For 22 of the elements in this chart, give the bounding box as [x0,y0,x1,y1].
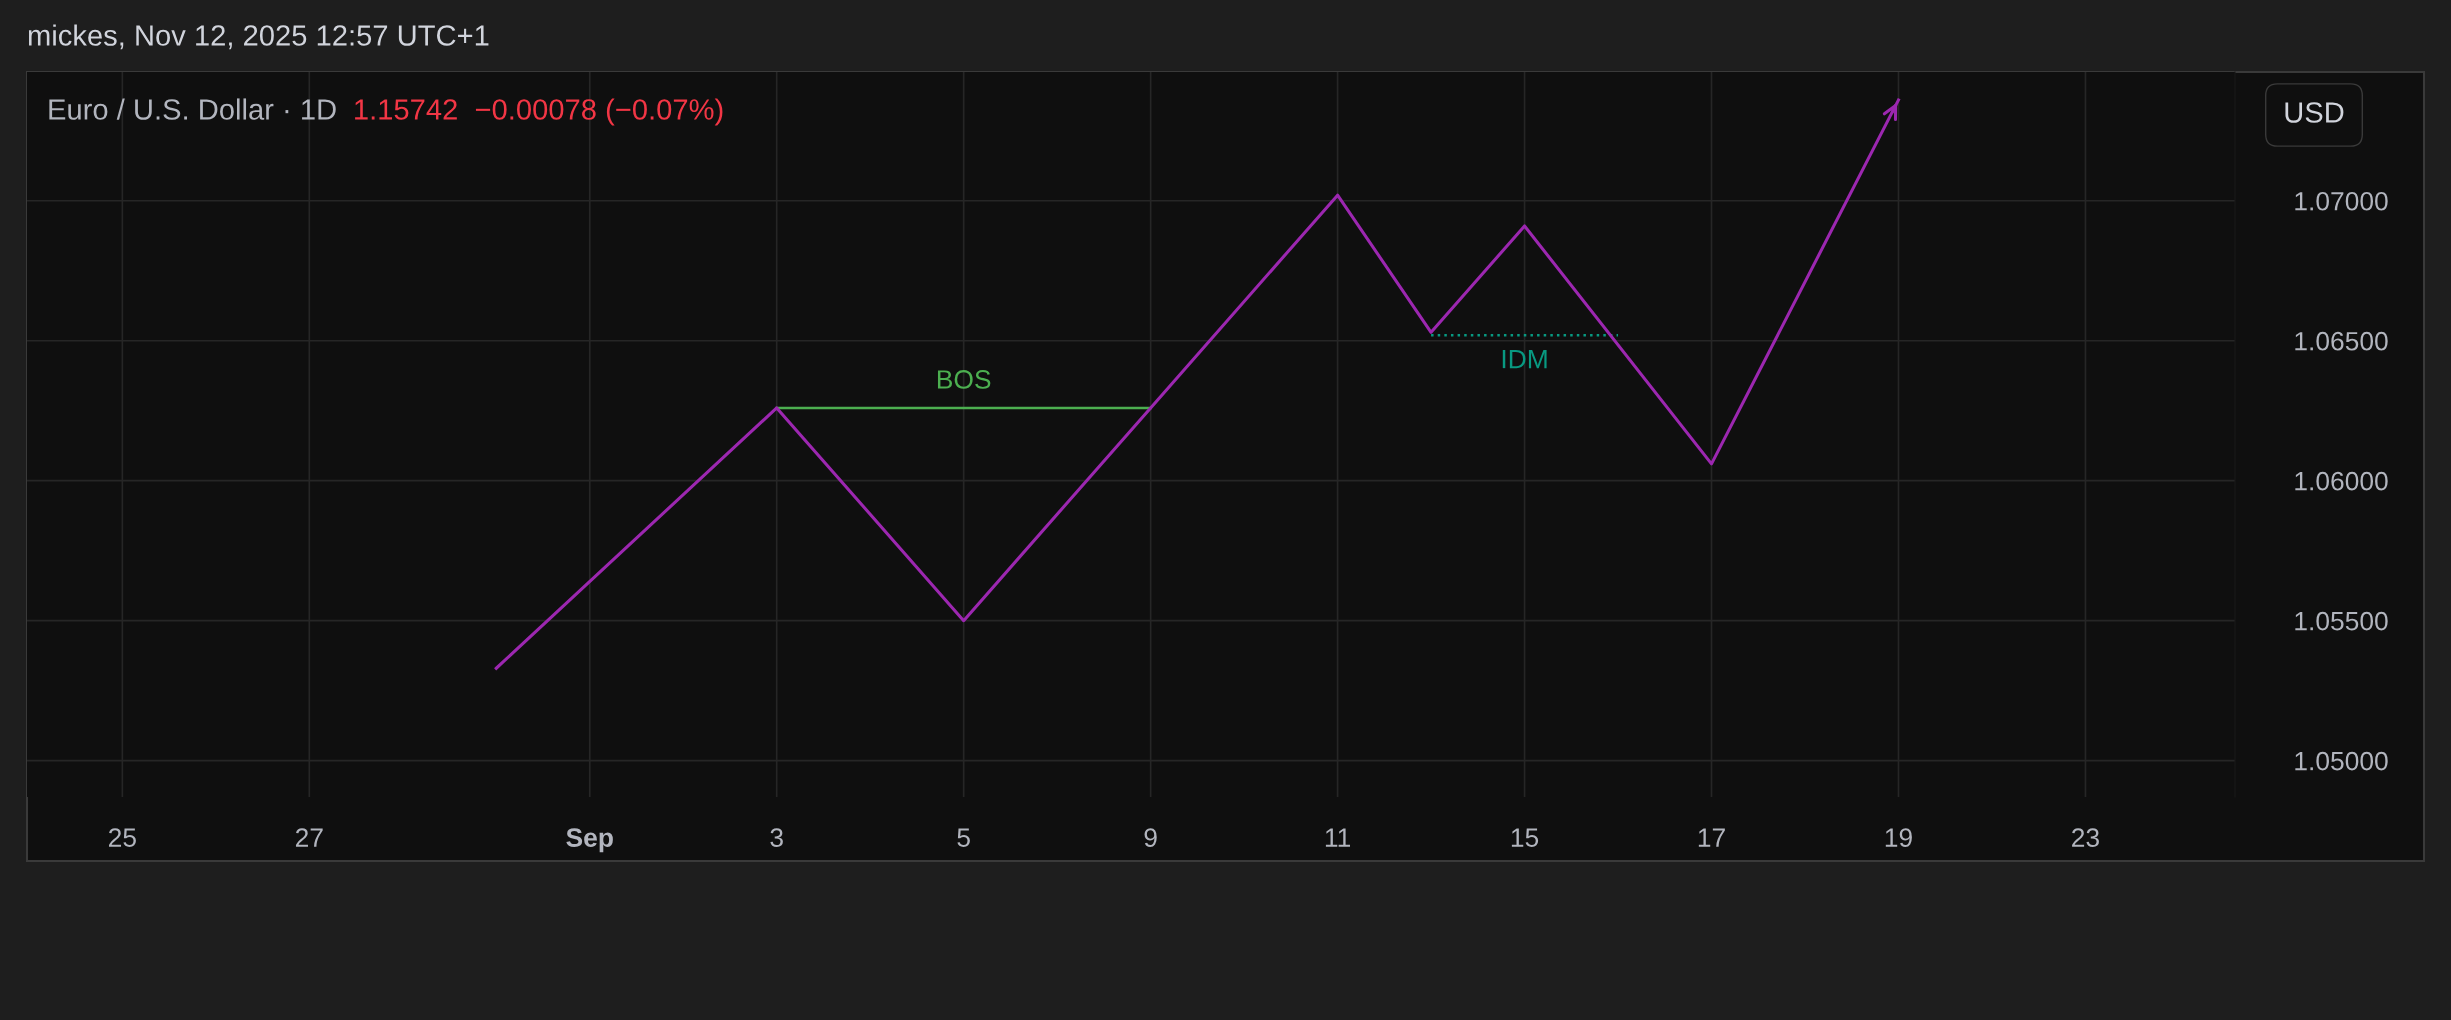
series-label: BOS [937,370,991,389]
y-tick-label: 1.06500 [2295,331,2388,351]
x-tick-label: 17 [1698,828,1725,847]
x-tick-label: 15 [1511,828,1539,847]
y-tick-label: 1.06000 [2295,471,2388,491]
text: 1.15742 −0.00078 (−0.07%) [355,98,723,126]
x-tick-label: 11 [1325,828,1351,847]
x-tick-label: 19 [1885,828,1912,847]
x-tick-label: 5 [957,828,970,847]
text: Euro / U.S. Dollar · 1D [49,98,336,120]
series-label: IDM [1502,349,1547,369]
y-tick-label: 1.05500 [2295,611,2388,631]
text: mickes, Nov 12, 2025 12:57 UTC+1 [28,24,489,50]
x-tick-label: 27 [295,828,323,847]
y-axis-title: USD [2285,102,2344,123]
x-tick-label: 25 [109,828,136,847]
x-tick-label: Sep [566,828,613,853]
y-tick-label: 1.05000 [2295,751,2388,771]
y-tick-label: 1.07000 [2295,191,2388,211]
x-tick-label: 9 [1144,828,1157,847]
x-tick-label: 23 [2072,828,2099,847]
x-tick-label: 3 [770,828,783,847]
